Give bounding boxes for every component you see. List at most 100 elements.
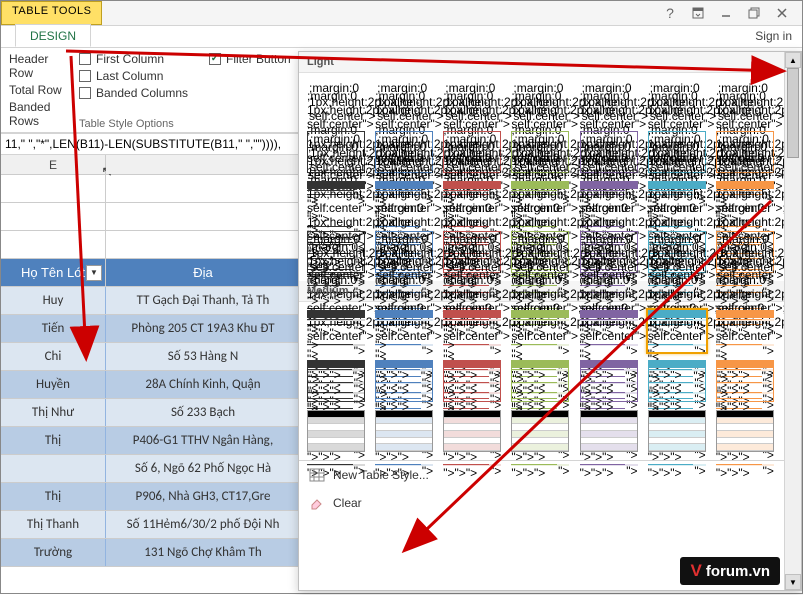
style-swatch[interactable]: ;margin:0 1px;height:2px;align-self:cent…	[441, 79, 503, 125]
style-swatch[interactable]	[578, 408, 640, 454]
style-swatch[interactable]	[714, 408, 776, 454]
table-cell[interactable]: TT Gạch Đại Thanh, Tả Th	[106, 287, 301, 314]
table-cell[interactable]: Thị	[1, 427, 106, 454]
table-cell[interactable]: Thị Thanh	[1, 511, 106, 538]
style-swatch[interactable]: ;margin:0 1px;height:2px;align-self:cent…	[509, 129, 571, 175]
style-swatch[interactable]: ;margin:0 1px;height:2px;align-self:cent…	[305, 79, 367, 125]
style-swatch[interactable]	[441, 408, 503, 454]
style-swatch[interactable]: ">">">">">">">">">">">">">">">">">">">">	[578, 179, 640, 225]
style-swatch[interactable]: ;margin:0 1px;height:2px;align-self:cent…	[714, 79, 776, 125]
clear-option[interactable]: Clear	[299, 489, 784, 517]
style-swatch[interactable]: ;margin:0 1px;height:2px;align-self:cent…	[373, 129, 435, 175]
style-swatch[interactable]: ;margin:0 1px;height:2px;align-self:cent…	[373, 229, 435, 275]
chk-header-row[interactable]: Header Row	[9, 52, 63, 80]
table-cell[interactable]: Huy	[1, 287, 106, 314]
minimize-button[interactable]	[712, 3, 740, 23]
table-cell[interactable]: Trường	[1, 539, 106, 566]
style-swatch[interactable]: ">">">">">">">">">">">">">">">">">">">">	[646, 358, 708, 404]
scroll-thumb[interactable]	[787, 68, 799, 158]
style-swatch[interactable]: ">">">">">">">">">">">">">">">">">">">">	[441, 358, 503, 404]
chk-total-row[interactable]: Total Row	[9, 83, 63, 97]
group-cols: First Column Last Column Banded Columns …	[71, 48, 201, 132]
style-swatch[interactable]: ;margin:0 1px;height:2px;align-self:cent…	[578, 79, 640, 125]
style-swatch[interactable]: ;margin:0 1px;height:2px;align-self:cent…	[441, 229, 503, 275]
table-cell[interactable]: Huyền	[1, 371, 106, 398]
group-filter: Filter Button	[201, 48, 299, 132]
table-header-cell[interactable]: Họ Tên Lót▼	[1, 259, 106, 286]
table-cell[interactable]: Thị Như	[1, 399, 106, 426]
chk-filter-button[interactable]: Filter Button	[209, 52, 291, 66]
table-cell[interactable]: Số 53 Hàng N	[106, 343, 301, 370]
style-swatch[interactable]: ;margin:0 1px;height:2px;align-self:cent…	[714, 229, 776, 275]
gallery-scrollbar[interactable]: ▲ ▼	[784, 52, 801, 590]
table-cell[interactable]	[1, 455, 106, 482]
style-swatch[interactable]: ;margin:0 1px;height:2px;align-self:cent…	[578, 129, 640, 175]
chk-banded-rows[interactable]: Banded Rows	[9, 100, 63, 128]
table-cell[interactable]: Thị	[1, 483, 106, 510]
table-cell[interactable]: 131 Ngõ Chợ Khâm Th	[106, 539, 301, 566]
table-cell[interactable]: Số 233 Bạch	[106, 399, 301, 426]
col-header[interactable]	[106, 155, 301, 174]
help-button[interactable]: ?	[656, 3, 684, 23]
style-swatch[interactable]: ;margin:0 1px;height:2px;align-self:cent…	[578, 229, 640, 275]
table-cell[interactable]: P406-G1 TTHV Ngân Hàng,	[106, 427, 301, 454]
style-swatch[interactable]: ">">">">">">">">">">">">">">">">">">">">	[305, 308, 367, 354]
close-button[interactable]	[768, 3, 796, 23]
style-swatch[interactable]: ">">">">">">">">">">">">">">">">">">">">	[714, 358, 776, 404]
style-swatch[interactable]: ">">">">">">">">">">">">">">">">">">">">	[441, 179, 503, 225]
table-cell[interactable]: Số 6, Ngõ 62 Phố Ngọc Hà	[106, 455, 301, 482]
table-cell[interactable]: 28A Chính Kinh, Quận	[106, 371, 301, 398]
scroll-up-button[interactable]: ▲	[785, 52, 801, 68]
ribbon-tabs: DESIGN Sign in	[1, 26, 802, 48]
style-swatch[interactable]	[373, 408, 435, 454]
table-cell[interactable]: Chi	[1, 343, 106, 370]
table-header-cell[interactable]: Địa	[106, 259, 301, 286]
style-swatch[interactable]: ;margin:0 1px;height:2px;align-self:cent…	[305, 129, 367, 175]
style-swatch[interactable]: ;margin:0 1px;height:2px;align-self:cent…	[509, 79, 571, 125]
style-swatch[interactable]: ;margin:0 1px;height:2px;align-self:cent…	[305, 229, 367, 275]
style-swatch[interactable]	[646, 408, 708, 454]
style-swatch[interactable]: ;margin:0 1px;height:2px;align-self:cent…	[646, 79, 708, 125]
style-swatch[interactable]: ">">">">">">">">">">">">">">">">">">">">	[578, 308, 640, 354]
style-swatch[interactable]: ;margin:0 1px;height:2px;align-self:cent…	[646, 129, 708, 175]
style-swatch[interactable]: ">">">">">">">">">">">">">">">">">">">">	[509, 308, 571, 354]
filter-dropdown-icon[interactable]: ▼	[86, 265, 102, 281]
style-swatch[interactable]: ">">">">">">">">">">">">">">">">">">">">	[646, 308, 708, 354]
chk-first-column[interactable]: First Column	[79, 52, 193, 66]
style-swatch[interactable]: ">">">">">">">">">">">">">">">">">">">">	[305, 358, 367, 404]
table-cell[interactable]: Tiến	[1, 315, 106, 342]
style-swatch[interactable]: ">">">">">">">">">">">">">">">">">">">">	[305, 179, 367, 225]
scroll-down-button[interactable]: ▼	[785, 574, 801, 590]
style-swatch[interactable]: ;margin:0 1px;height:2px;align-self:cent…	[441, 129, 503, 175]
style-swatch[interactable]	[305, 408, 367, 454]
col-header[interactable]: E↖	[1, 155, 106, 174]
style-swatch[interactable]: ;margin:0 1px;height:2px;align-self:cent…	[714, 129, 776, 175]
chk-banded-columns[interactable]: Banded Columns	[79, 86, 193, 100]
style-swatch[interactable]: ">">">">">">">">">">">">">">">">">">">">	[714, 308, 776, 354]
style-swatch[interactable]: ">">">">">">">">">">">">">">">">">">">">	[373, 308, 435, 354]
style-swatch[interactable]: ">">">">">">">">">">">">">">">">">">">">	[373, 358, 435, 404]
style-swatch[interactable]: ">">">">">">">">">">">">">">">">">">">">	[646, 179, 708, 225]
sign-in-link[interactable]: Sign in	[755, 29, 792, 43]
watermark-logo: Vforum.vn	[680, 557, 780, 585]
table-icon	[309, 467, 325, 483]
restore-button[interactable]	[740, 3, 768, 23]
style-swatch[interactable]: ;margin:0 1px;height:2px;align-self:cent…	[646, 229, 708, 275]
tab-design[interactable]: DESIGN	[15, 24, 91, 47]
style-swatch[interactable]: ">">">">">">">">">">">">">">">">">">">">	[578, 358, 640, 404]
style-swatch[interactable]	[509, 408, 571, 454]
context-tab: TABLE TOOLS	[1, 1, 102, 25]
style-swatch[interactable]: ;margin:0 1px;height:2px;align-self:cent…	[373, 79, 435, 125]
table-cell[interactable]: P906, Nhà GH3, CT17,Gre	[106, 483, 301, 510]
chk-last-column[interactable]: Last Column	[79, 69, 193, 83]
style-swatch[interactable]: ">">">">">">">">">">">">">">">">">">">">	[509, 358, 571, 404]
ribbon-options-button[interactable]	[684, 3, 712, 23]
style-swatch[interactable]: ">">">">">">">">">">">">">">">">">">">">	[714, 179, 776, 225]
table-cell[interactable]: Số 11Hẻm6/30/2 phố Đội Nh	[106, 511, 301, 538]
style-swatch[interactable]: ">">">">">">">">">">">">">">">">">">">">	[373, 179, 435, 225]
table-cell[interactable]: Phòng 205 CT 19A3 Khu ĐT	[106, 315, 301, 342]
style-swatch[interactable]: ">">">">">">">">">">">">">">">">">">">">	[441, 308, 503, 354]
style-swatch[interactable]: ;margin:0 1px;height:2px;align-self:cent…	[509, 229, 571, 275]
style-swatch[interactable]: ">">">">">">">">">">">">">">">">">">">">	[509, 179, 571, 225]
checkbox-icon	[209, 53, 221, 65]
